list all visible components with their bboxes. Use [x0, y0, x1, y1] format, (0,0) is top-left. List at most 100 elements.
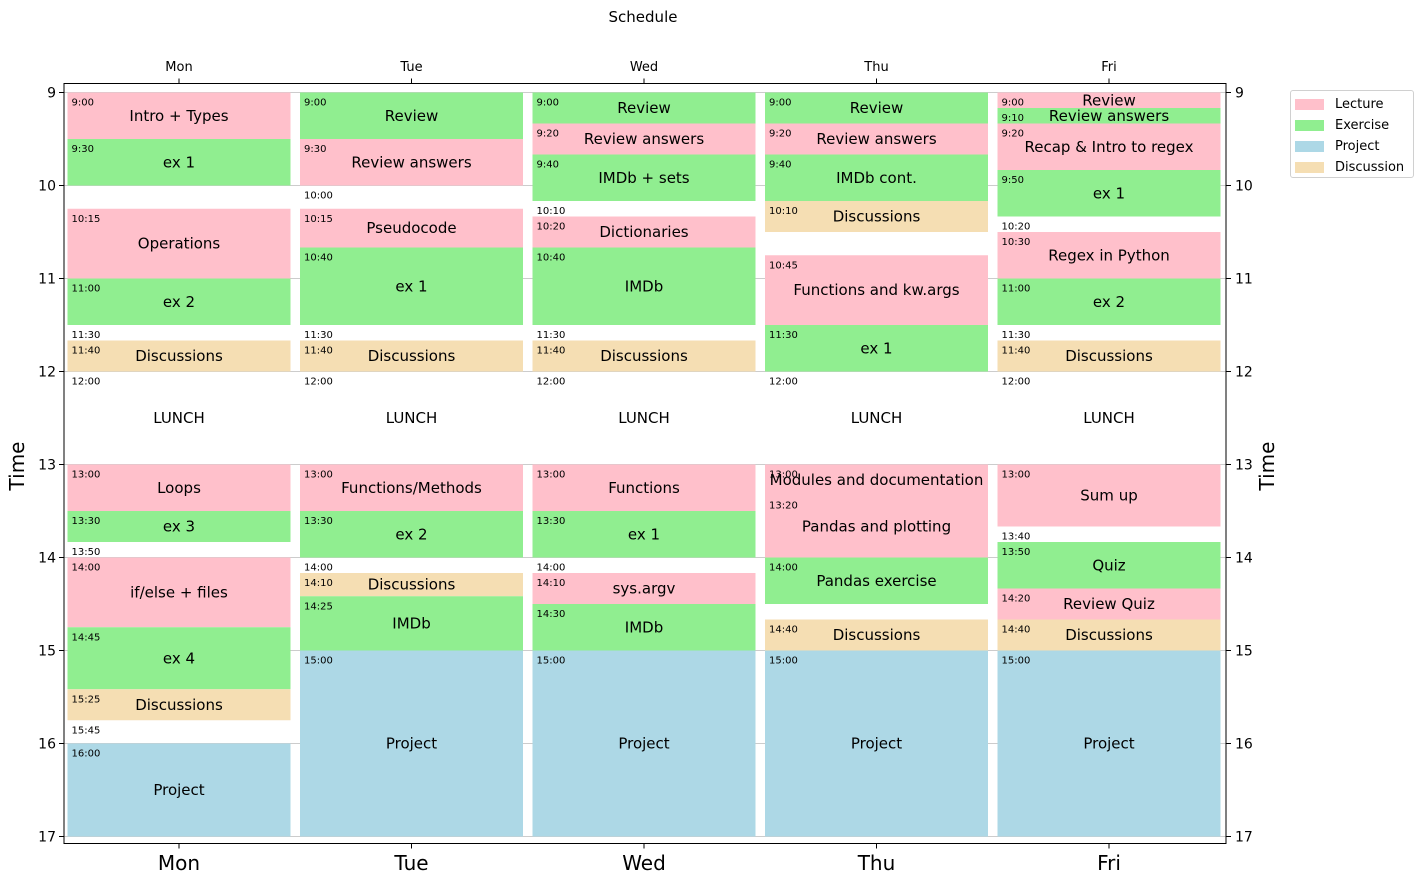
event-start-time: 15:00	[1002, 656, 1031, 667]
event-start-time: 10:15	[72, 214, 101, 225]
event-block	[997, 232, 1221, 279]
event-label: ex 3	[163, 518, 195, 536]
event-end-time: 12:00	[72, 377, 101, 388]
event-block	[532, 216, 756, 248]
event-start-time: 9:50	[1002, 175, 1024, 186]
event-end-time: 12:00	[769, 377, 798, 388]
lunch-label: LUNCH	[851, 409, 903, 427]
event-start-time: 9:00	[304, 98, 326, 109]
y-tick-label-left: 10	[38, 179, 56, 195]
event-start-time: 13:00	[72, 470, 101, 481]
legend-item-lecture: Lecture	[1295, 94, 1413, 115]
day-label-bottom: Thu	[857, 851, 896, 875]
legend-label-lecture: Lecture	[1335, 97, 1384, 112]
event-start-time: 14:00	[72, 563, 101, 574]
event-label: Sum up	[1080, 487, 1137, 505]
event-block	[532, 92, 756, 124]
event-label: Loops	[157, 479, 201, 497]
event-block	[67, 511, 291, 542]
y-tick-label-right: 15	[1235, 644, 1253, 660]
event-block	[997, 588, 1221, 620]
event-block	[67, 92, 291, 139]
event-start-time: 14:10	[537, 578, 566, 589]
event-label: Discussions	[135, 696, 223, 714]
event-start-time: 13:00	[1002, 470, 1031, 481]
event-label: IMDb	[625, 618, 663, 636]
day-label-top: Wed	[630, 60, 658, 75]
legend-item-discussion: Discussion	[1295, 157, 1413, 178]
event-end-time: 14:00	[537, 563, 566, 574]
event-label: IMDb + sets	[598, 169, 689, 187]
event-label: Functions and kw.args	[793, 281, 959, 299]
event-start-time: 10:40	[537, 253, 566, 264]
event-start-time: 10:30	[1002, 237, 1031, 248]
event-label: if/else + files	[130, 583, 228, 601]
event-block	[532, 340, 756, 372]
event-start-time: 9:20	[537, 129, 559, 140]
event-end-time: 13:40	[1002, 532, 1031, 543]
legend-label-exercise: Exercise	[1335, 118, 1390, 133]
event-start-time: 16:00	[72, 749, 101, 760]
y-tick-label-left: 9	[47, 86, 56, 102]
event-block	[300, 92, 523, 139]
event-label: Review	[1082, 91, 1136, 109]
event-block	[997, 123, 1221, 170]
y-tick-label-right: 10	[1235, 179, 1253, 195]
event-block	[67, 208, 291, 279]
event-start-time: 9:40	[769, 160, 791, 171]
event-start-time: 9:00	[1002, 98, 1024, 109]
event-start-time: 11:00	[1002, 284, 1031, 295]
legend: Lecture Exercise Project Discussion	[1290, 90, 1414, 178]
event-start-time: 11:40	[1002, 346, 1031, 357]
event-block	[997, 619, 1221, 651]
event-start-time: 11:00	[72, 284, 101, 295]
event-label: Review answers	[816, 130, 936, 148]
y-tick-label-left: 11	[38, 272, 56, 288]
y-tick-label-right: 16	[1235, 737, 1253, 753]
day-label-bottom: Mon	[158, 851, 200, 875]
event-block	[997, 92, 1221, 108]
event-label: Recap & Intro to regex	[1024, 138, 1193, 156]
event-label: ex 2	[1093, 293, 1125, 311]
event-start-time: 10:20	[537, 222, 566, 233]
event-start-time: 14:45	[72, 632, 101, 643]
event-block	[300, 464, 523, 511]
chart-title: Schedule	[609, 8, 678, 26]
event-start-time: 9:20	[1002, 129, 1024, 140]
event-start-time: 11:40	[72, 346, 101, 357]
event-block	[765, 557, 988, 604]
event-label: Discussions	[600, 347, 688, 365]
y-tick-label-left: 12	[38, 365, 56, 381]
event-block	[532, 604, 756, 651]
event-label: ex 1	[395, 277, 427, 295]
event-start-time: 14:00	[769, 563, 798, 574]
y-tick-label-left: 16	[38, 737, 56, 753]
event-block	[300, 139, 523, 186]
y-tick-label-right: 17	[1235, 830, 1253, 846]
event-label: Operations	[138, 235, 221, 253]
event-start-time: 9:00	[537, 98, 559, 109]
event-label: Intro + Types	[129, 107, 228, 125]
event-label: Pandas exercise	[816, 572, 936, 590]
event-label: Review Quiz	[1063, 595, 1155, 613]
event-block	[997, 108, 1221, 124]
event-block	[67, 464, 291, 511]
event-block	[67, 557, 291, 628]
event-label: Regex in Python	[1048, 246, 1170, 264]
event-start-time: 14:30	[537, 609, 566, 620]
event-block	[765, 650, 988, 837]
day-label-top: Fri	[1101, 60, 1117, 75]
event-label: Project	[386, 735, 437, 753]
event-label: Discussions	[833, 208, 921, 226]
event-start-time: 13:30	[537, 516, 566, 527]
event-end-time: 11:30	[537, 330, 566, 341]
event-label: Discussions	[135, 347, 223, 365]
event-start-time: 9:40	[537, 160, 559, 171]
event-label: ex 2	[163, 293, 195, 311]
y-axis-label-right: Time	[1255, 442, 1279, 492]
event-label: Review	[850, 99, 904, 117]
event-block	[765, 123, 988, 155]
event-start-time: 13:00	[304, 470, 333, 481]
event-start-time: 11:40	[537, 346, 566, 357]
